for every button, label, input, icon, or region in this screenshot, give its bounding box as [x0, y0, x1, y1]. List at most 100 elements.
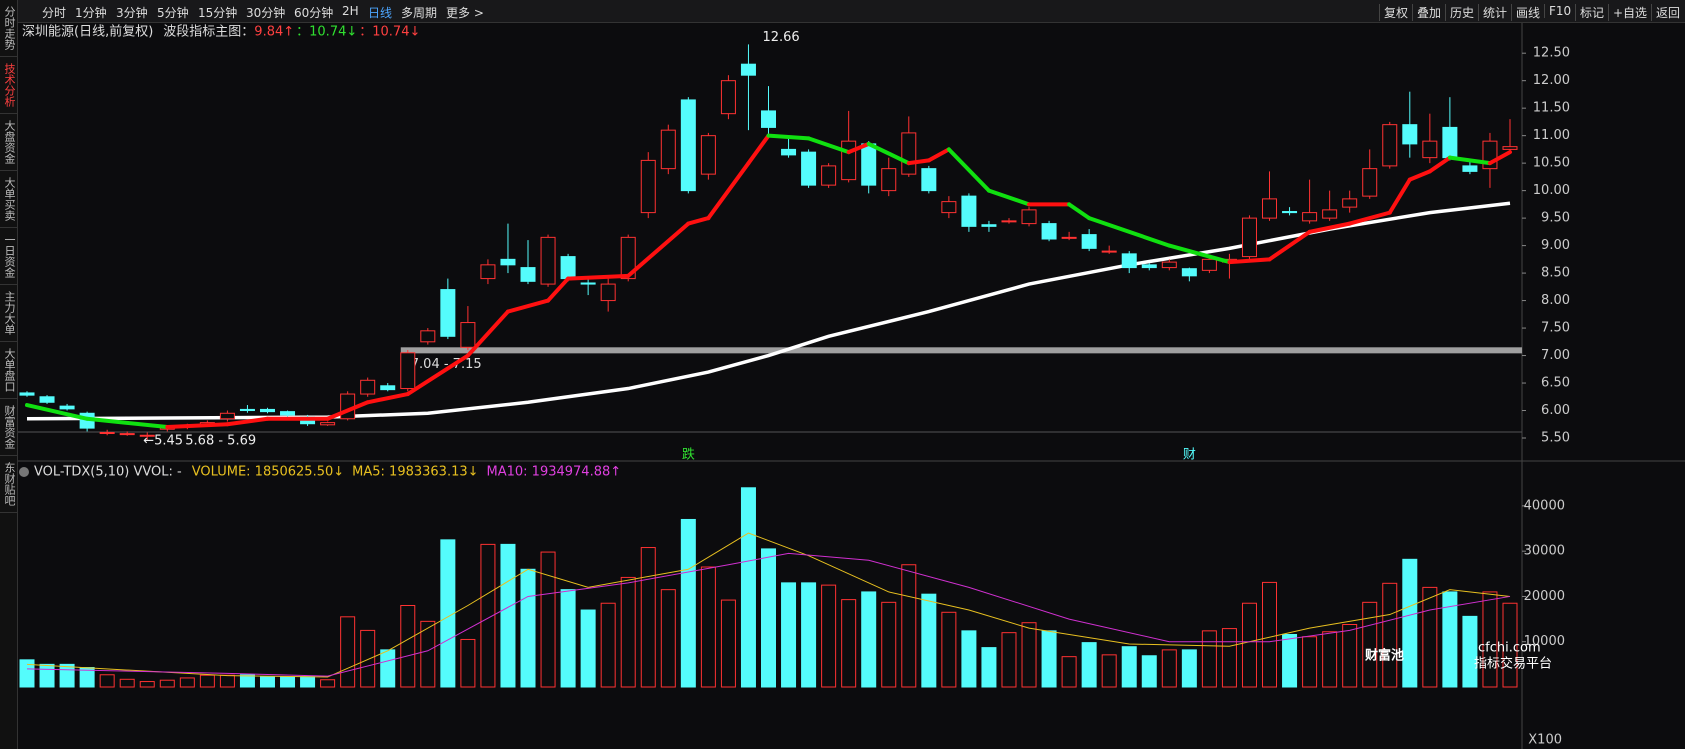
- candle-body: [1382, 124, 1398, 167]
- y-tick-label: 9.50: [1541, 211, 1570, 226]
- candle-body: [119, 433, 135, 436]
- volume-bar: [59, 663, 75, 688]
- candle-body: [861, 143, 877, 186]
- trend-segment: [766, 133, 811, 141]
- toolbar-button[interactable]: 叠加: [1412, 4, 1441, 21]
- sidebar-tab[interactable]: 大单买卖: [0, 171, 17, 228]
- volume-bar: [400, 604, 416, 688]
- toolbar-tab[interactable]: 多周期: [401, 6, 438, 20]
- candle-body: [921, 168, 937, 192]
- toolbar-button[interactable]: 画线: [1511, 4, 1540, 21]
- candle-body: [59, 405, 75, 410]
- trend-segment: [225, 416, 270, 427]
- toolbar-tab[interactable]: 日线: [368, 6, 393, 20]
- candle-body: [400, 352, 416, 390]
- toolbar-tab[interactable]: 5分钟: [157, 6, 189, 20]
- watermark-brand: 财富池: [1365, 648, 1404, 664]
- volume-bar: [1382, 582, 1398, 688]
- trend-segment: [325, 400, 370, 421]
- toolbar-tab[interactable]: 30分钟: [246, 6, 286, 20]
- toolbar-tab[interactable]: 15分钟: [198, 6, 238, 20]
- candle-body: [1081, 234, 1097, 249]
- trend-segment: [505, 298, 551, 314]
- y-tick-label: 7.50: [1541, 321, 1570, 336]
- sidebar-tab[interactable]: 技术分析: [0, 57, 17, 114]
- trend-segment: [806, 136, 851, 155]
- volume-ma: [26, 532, 1511, 678]
- y-tick-label: 20000: [1524, 589, 1565, 604]
- trend-segment: [1387, 177, 1412, 215]
- toolbar-button[interactable]: 统计: [1478, 4, 1507, 21]
- candle-body: [720, 80, 736, 115]
- y-tick-label: 7.00: [1541, 348, 1570, 363]
- trend-segment: [866, 141, 911, 166]
- candle-body: [1302, 212, 1318, 222]
- candle-body: [841, 140, 857, 181]
- volume-bar: [560, 589, 576, 688]
- toolbar-button[interactable]: 历史: [1445, 4, 1474, 21]
- volume-bar: [179, 677, 195, 688]
- toolbar-button[interactable]: 标记: [1575, 4, 1604, 21]
- toolbar-button[interactable]: 复权: [1379, 4, 1408, 21]
- toolbar-button[interactable]: +自选: [1608, 4, 1647, 21]
- candle-body: [580, 282, 596, 285]
- sidebar-tab[interactable]: 大盘资金: [0, 114, 17, 171]
- volume-bar: [801, 582, 817, 688]
- candle-body: [981, 224, 997, 227]
- sidebar-tab[interactable]: 主力大单: [0, 285, 17, 342]
- trend-segment: [1087, 216, 1172, 248]
- trend-segment: [1067, 202, 1092, 221]
- candle-body: [1061, 236, 1077, 239]
- sidebar-tab[interactable]: 财富资金: [0, 399, 17, 456]
- candle-body: [1241, 217, 1257, 258]
- volume-bar: [500, 543, 516, 688]
- trend-segment: [1427, 155, 1452, 174]
- candle-body: [1041, 223, 1057, 240]
- volume-bar: [540, 551, 556, 688]
- volume-bar: [1241, 602, 1257, 688]
- trend-segment: [626, 221, 691, 278]
- volume-bar: [259, 676, 275, 688]
- candle-body: [740, 63, 756, 76]
- toolbar-tab[interactable]: 分时: [42, 6, 67, 20]
- toolbar-tab[interactable]: 1分钟: [75, 6, 107, 20]
- candle-body: [280, 411, 296, 416]
- volume-bar: [1021, 622, 1037, 688]
- sidebar-tab[interactable]: 一日资金: [0, 228, 17, 285]
- volume-bar: [1422, 586, 1438, 688]
- zone-label: 7.04 - 7.15: [411, 357, 482, 372]
- watermark-site: cfchi.com: [1478, 641, 1541, 656]
- trend-segment: [465, 309, 510, 358]
- trend-segment: [686, 216, 711, 226]
- volume-bar: [199, 674, 215, 688]
- volume-bar: [1161, 649, 1177, 688]
- candle-body: [239, 408, 255, 412]
- volume-bar: [300, 676, 316, 688]
- trend-segment: [1407, 169, 1432, 182]
- trend-segment: [1447, 155, 1492, 166]
- toolbar-button[interactable]: F10: [1544, 4, 1571, 18]
- toolbar-tab[interactable]: 60分钟: [294, 6, 334, 20]
- volume-bar: [640, 547, 656, 688]
- toolbar-tab[interactable]: 更多 >: [446, 6, 484, 20]
- candle-body: [961, 195, 977, 227]
- trend-segment: [1207, 254, 1232, 265]
- volume-bar: [921, 593, 937, 688]
- sidebar-tab[interactable]: 大单盘口: [0, 342, 17, 399]
- toolbar-tab[interactable]: 2H: [342, 4, 359, 18]
- volume-bar: [700, 566, 716, 688]
- candle-body: [1262, 198, 1278, 219]
- volume-bar: [340, 616, 356, 688]
- trend-segment: [1487, 150, 1512, 166]
- sidebar-tab[interactable]: 东财贴吧: [0, 456, 17, 513]
- sidebar-tab[interactable]: 分时走势: [0, 0, 17, 57]
- toolbar-button[interactable]: 返回: [1651, 4, 1680, 21]
- volume-bar: [1502, 602, 1518, 688]
- volume-bar: [460, 638, 476, 688]
- toolbar-tab[interactable]: 3分钟: [116, 6, 148, 20]
- y-tick-label: 5.50: [1541, 431, 1570, 446]
- candle-body: [1502, 146, 1518, 150]
- volume-bar: [440, 539, 456, 688]
- trend-segment: [1167, 243, 1212, 259]
